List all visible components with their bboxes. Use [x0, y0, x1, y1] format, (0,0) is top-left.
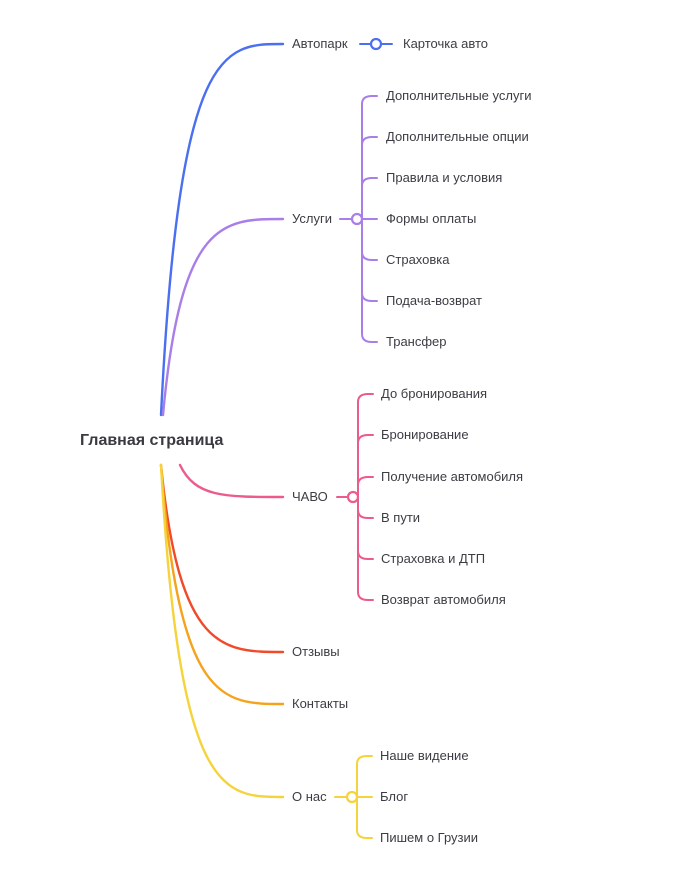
link-otzyvy [159, 463, 285, 654]
child-link-chavo [357, 434, 374, 498]
node-o-nas[interactable]: О нас [292, 789, 327, 804]
node-uslugi-child[interactable]: Подача-возврат [386, 293, 482, 308]
child-link-o-nas [356, 755, 373, 798]
node-avtopark[interactable]: Автопарк [292, 36, 348, 51]
node-chavo-child[interactable]: Страховка и ДТП [381, 551, 486, 566]
child-link-uslugi [361, 218, 378, 261]
node-kontakty[interactable]: Контакты [292, 696, 349, 711]
node-chavo-child[interactable]: Возврат автомобиля [381, 592, 506, 607]
node-otzyvy[interactable]: Отзывы [292, 644, 340, 659]
node-o-nas-child[interactable]: Блог [380, 789, 409, 804]
link-o-nas [159, 463, 285, 799]
node-avtopark-child[interactable]: Карточка авто [403, 36, 488, 51]
node-uslugi-child[interactable]: Правила и условия [386, 170, 503, 185]
collapse-toggle-avtopark[interactable] [369, 37, 383, 51]
child-link-o-nas [356, 796, 373, 839]
node-o-nas-child[interactable]: Наше видение [380, 748, 469, 763]
node-uslugi[interactable]: Услуги [292, 211, 332, 226]
node-uslugi-child[interactable]: Формы оплаты [386, 211, 477, 226]
child-link-uslugi [361, 218, 378, 343]
link-kontakty [159, 463, 285, 706]
child-link-chavo [357, 393, 374, 498]
node-uslugi-child[interactable]: Дополнительные опции [386, 129, 529, 144]
node-chavo-child[interactable]: Бронирование [381, 427, 469, 442]
link-chavo [178, 463, 285, 499]
link-uslugi [161, 217, 285, 417]
node-chavo[interactable]: ЧАВО [292, 489, 328, 504]
node-o-nas-child[interactable]: Пишем о Грузии [380, 830, 479, 845]
child-link-uslugi [361, 177, 378, 220]
link-avtopark [159, 42, 285, 417]
child-link-chavo [357, 496, 374, 601]
child-link-chavo [357, 476, 374, 498]
root-node[interactable]: Главная страница [80, 432, 224, 449]
node-uslugi-child[interactable]: Дополнительные услуги [386, 88, 532, 103]
collapse-toggle-chavo[interactable] [346, 490, 360, 504]
node-uslugi-child[interactable]: Страховка [386, 252, 450, 267]
collapse-toggle-o-nas[interactable] [345, 790, 359, 804]
node-chavo-child[interactable]: В пути [381, 510, 421, 525]
node-chavo-child[interactable]: Получение автомобиля [381, 469, 524, 484]
node-chavo-child[interactable]: До бронирования [381, 386, 488, 401]
child-link-chavo [357, 496, 374, 560]
node-uslugi-child[interactable]: Трансфер [386, 334, 447, 349]
child-link-uslugi [361, 95, 378, 220]
collapse-toggle-uslugi[interactable] [350, 212, 364, 226]
mindmap-hubs [345, 37, 383, 804]
child-link-uslugi [361, 136, 378, 220]
child-link-chavo [357, 496, 374, 519]
